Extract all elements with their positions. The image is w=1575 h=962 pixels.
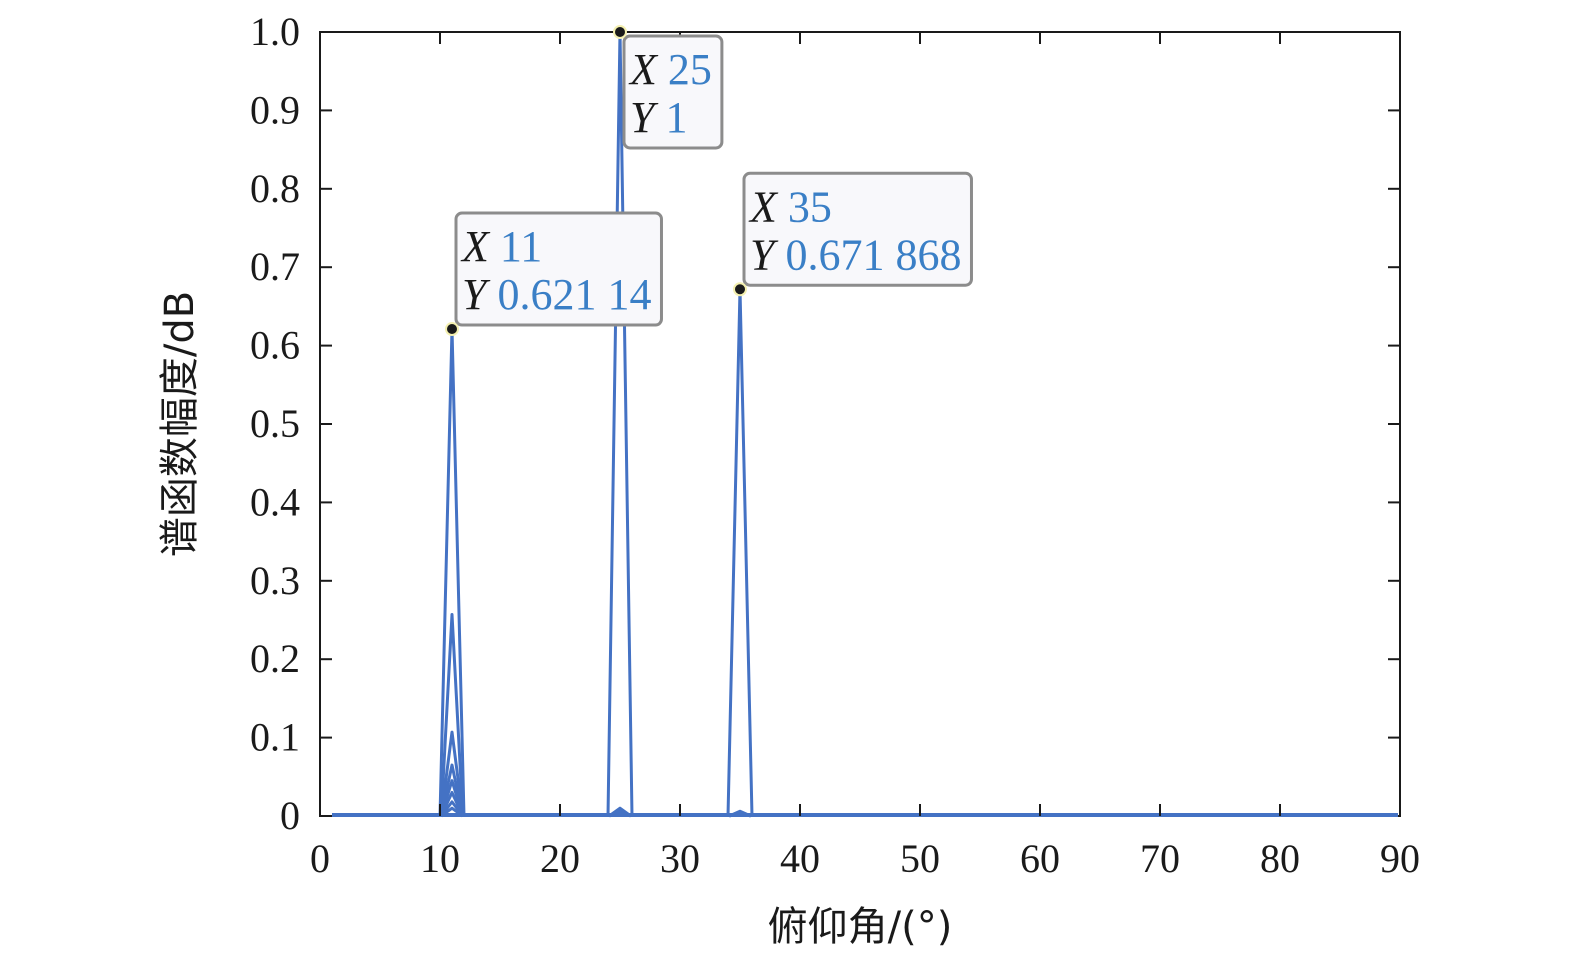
y-tick-label: 0.2 xyxy=(250,636,300,681)
y-tick-label: 0 xyxy=(280,793,300,838)
minor-peak-curve xyxy=(440,806,464,818)
x-axis: 0 10 20 30 40 50 60 70 80 90 xyxy=(310,32,1420,881)
data-tip-y-key: Y xyxy=(630,93,665,142)
data-tip-marker xyxy=(733,282,747,297)
data-tip: X 35Y 0.671 868 xyxy=(742,171,973,287)
y-tick-label: 0.7 xyxy=(250,244,300,289)
data-tip-y: Y 0.621 14 xyxy=(462,270,651,319)
data-tip-box xyxy=(622,34,724,150)
x-axis-title: 俯仰角/(°) xyxy=(768,904,953,950)
y-tick-label: 0.1 xyxy=(250,715,300,760)
data-tip-x-key: X xyxy=(628,45,668,94)
data-tip-y-value: 0.671 868 xyxy=(785,230,961,279)
x-tick-label: 60 xyxy=(1020,836,1060,881)
data-tip-x-value: 25 xyxy=(668,45,712,94)
data-tip-marker xyxy=(445,322,459,337)
data-tip-y-key: Y xyxy=(750,230,785,279)
y-tick-label: 1.0 xyxy=(250,9,300,54)
data-tip-y-key: Y xyxy=(462,270,497,319)
data-tip-x: X 25 xyxy=(628,45,712,94)
data-tip-box xyxy=(454,211,663,327)
data-tip-x-value: 11 xyxy=(500,222,542,271)
data-tip-x: X 11 xyxy=(460,222,542,271)
data-tip-y-value: 0.621 14 xyxy=(497,270,651,319)
data-tip-y-value: 1 xyxy=(665,93,687,142)
minor-peak-curve xyxy=(439,763,465,817)
data-tips: X 11Y 0.621 14X 25Y 1X 35Y 0.671 868 xyxy=(445,25,973,337)
x-tick-label: 20 xyxy=(540,836,580,881)
minor-peak-curve xyxy=(439,779,465,817)
x-tick-label: 0 xyxy=(310,836,330,881)
data-tip-y: Y 1 xyxy=(630,93,687,142)
data-tip: X 25Y 1 xyxy=(622,34,724,150)
x-tick-label: 10 xyxy=(420,836,460,881)
minor-peak-curve xyxy=(608,809,632,818)
data-tip-marker xyxy=(613,25,627,39)
data-tip-x: X 35 xyxy=(748,182,832,231)
y-tick-label: 0.9 xyxy=(250,87,300,132)
data-tip-x-key: X xyxy=(460,222,500,271)
y-tick-label: 0.5 xyxy=(250,401,300,446)
y-tick-label: 0.8 xyxy=(250,166,300,211)
x-tick-label: 50 xyxy=(900,836,940,881)
data-tip-y: Y 0.671 868 xyxy=(750,230,961,279)
x-tick-label: 70 xyxy=(1140,836,1180,881)
data-tip: X 11Y 0.621 14 xyxy=(454,211,663,327)
x-tick-label: 40 xyxy=(780,836,820,881)
minor-peak-curve xyxy=(439,613,465,817)
y-tick-label: 0.4 xyxy=(250,479,300,524)
minor-peak-curve xyxy=(728,811,752,818)
y-tick-label: 0.3 xyxy=(250,558,300,603)
minor-peak-curve xyxy=(439,790,465,817)
data-tip-x-value: 35 xyxy=(788,182,832,231)
minor-peak-curve xyxy=(439,730,465,817)
x-tick-label: 30 xyxy=(660,836,700,881)
plot-area xyxy=(319,31,1401,817)
y-tick-label: 0.6 xyxy=(250,323,300,368)
data-tip-box xyxy=(742,171,973,287)
y-axis-title: 谱函数幅度/dB xyxy=(157,291,203,557)
y-axis: 0 0.1 0.2 0.3 0.4 0.5 0.6 0.7 0.8 0.9 1.0 xyxy=(250,9,1400,838)
data-tip-x-key: X xyxy=(748,182,788,231)
x-tick-label: 90 xyxy=(1380,836,1420,881)
x-tick-label: 80 xyxy=(1260,836,1300,881)
minor-peak-curve xyxy=(440,800,464,817)
